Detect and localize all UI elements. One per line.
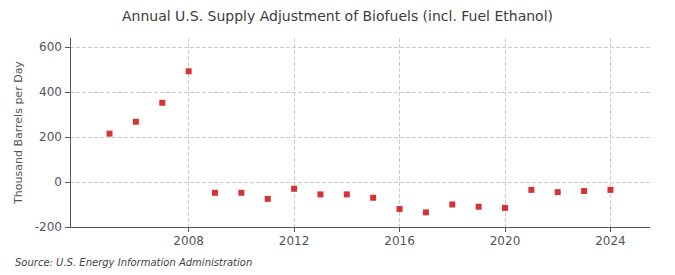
svg-text:-200: -200 xyxy=(35,220,62,234)
svg-text:Source: U.S. Energy Informatio: Source: U.S. Energy Information Administ… xyxy=(15,257,252,268)
svg-text:600: 600 xyxy=(39,40,62,54)
svg-text:Thousand Barrels per Day: Thousand Barrels per Day xyxy=(12,61,25,205)
svg-text:200: 200 xyxy=(39,130,62,144)
svg-text:Annual U.S. Supply Adjustment: Annual U.S. Supply Adjustment of Biofuel… xyxy=(122,8,553,24)
svg-text:2016: 2016 xyxy=(384,234,415,248)
svg-text:400: 400 xyxy=(39,85,62,99)
svg-text:2020: 2020 xyxy=(490,234,521,248)
svg-text:2024: 2024 xyxy=(595,234,626,248)
svg-text:0: 0 xyxy=(54,175,62,189)
svg-text:2008: 2008 xyxy=(173,234,204,248)
svg-text:2012: 2012 xyxy=(279,234,310,248)
